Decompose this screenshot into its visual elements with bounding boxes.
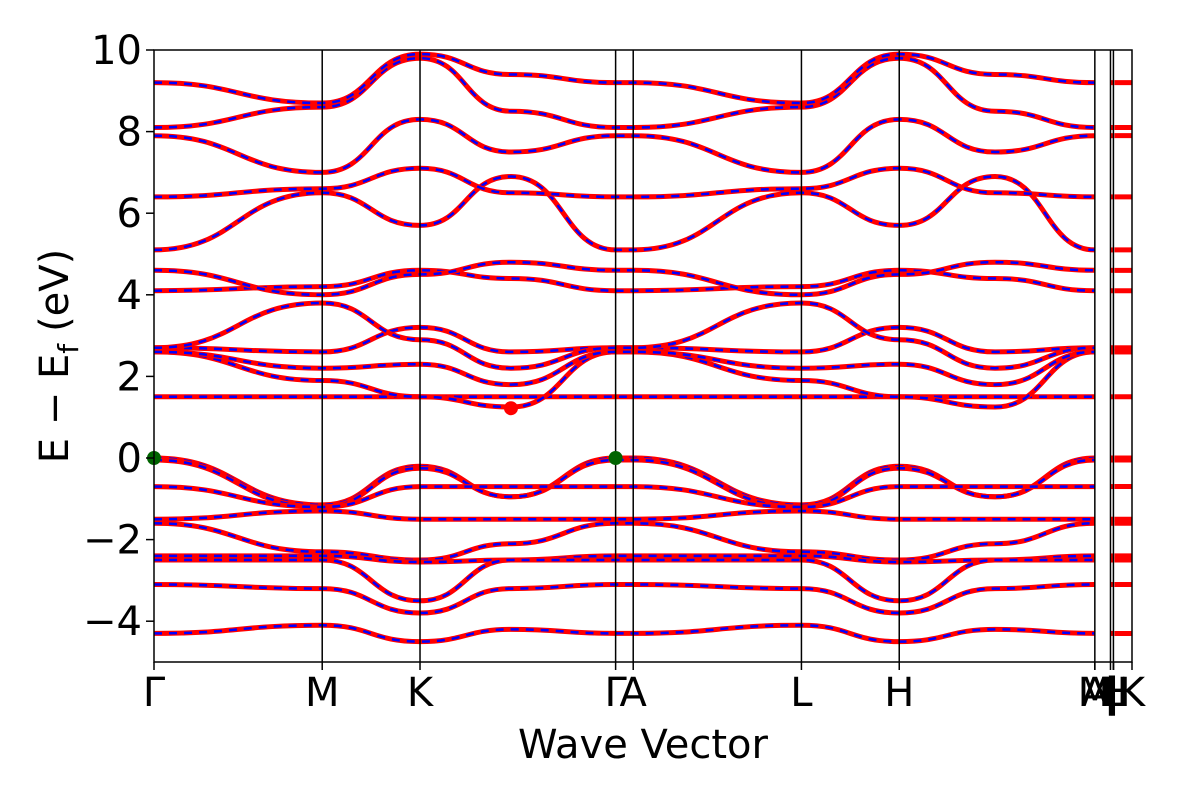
y-tick-label: 2 [117, 354, 142, 400]
x-tick-label: A [620, 670, 648, 716]
x-tick-label: M [1078, 670, 1113, 716]
band-line-red [154, 55, 1095, 130]
band-line-red [154, 455, 1095, 508]
x-tick-label: M [305, 670, 340, 716]
y-tick-label: −4 [83, 599, 142, 645]
kpoint-lines [321, 50, 1115, 662]
band-line-blue [154, 624, 1095, 643]
band-line-blue [154, 554, 1095, 564]
band-line-blue [154, 350, 1095, 386]
band-line-blue [154, 485, 1095, 509]
band-line-blue [154, 326, 1095, 354]
y-axis-label-main: E − E [32, 354, 78, 464]
band-line-blue [154, 269, 1095, 292]
y-tick-label: 10 [91, 28, 142, 74]
band-line-blue [154, 175, 1095, 252]
x-axis-label: Wave Vector [518, 722, 769, 768]
y-axis-label: E − Ef (eV) [32, 249, 85, 464]
y-axis-label-sub: f [52, 343, 85, 354]
band-line-blue [154, 458, 1095, 509]
x-tick-label: | [1107, 670, 1120, 716]
x-tick-label: A [1081, 670, 1109, 716]
x-axis-ticks: Γ M K ΓA L H AM|L|HK [143, 662, 1147, 716]
x-tick-label: K [407, 670, 435, 716]
band-line-red [154, 484, 1095, 510]
band-line-red [154, 557, 1095, 604]
band-line-blue [154, 456, 1095, 507]
band-line-red [154, 457, 1095, 510]
y-axis-ticks: −4 −2 0 2 4 6 8 10 [83, 28, 154, 645]
band-lines [154, 51, 1132, 645]
y-tick-label: 0 [117, 436, 142, 482]
band-line-blue [154, 522, 1095, 562]
y-tick-label: 8 [117, 110, 142, 156]
band-line-red [154, 51, 1095, 106]
x-tick-label: L [1102, 670, 1125, 716]
band-line-blue [154, 118, 1095, 174]
band-line-blue [154, 509, 1095, 521]
y-axis-label-unit: (eV) [32, 249, 78, 332]
band-line-blue [154, 167, 1095, 199]
y-tick-label: 4 [117, 273, 142, 319]
band-line-blue [154, 301, 1095, 370]
special-points [147, 401, 623, 465]
band-line-blue [154, 583, 1095, 615]
x-tick-label: Γ [143, 670, 166, 716]
x-tick-label: H [1098, 670, 1128, 716]
band-line-blue [154, 558, 1095, 603]
y-tick-label: −2 [83, 518, 142, 564]
plot-frame [153, 49, 1133, 663]
band-line-blue [154, 350, 1095, 409]
band-line-blue [154, 260, 1095, 297]
x-tick-label: Γ [604, 670, 627, 716]
band-line-red [154, 622, 1095, 645]
x-tick-label: | [1104, 670, 1117, 716]
x-tick-label: H [884, 670, 914, 716]
y-tick-label: 6 [117, 191, 142, 237]
vbm-marker [608, 451, 623, 465]
cbm-marker [503, 401, 518, 416]
x-tick-label: K [1119, 670, 1147, 716]
band-line-blue [154, 52, 1095, 105]
x-tick-label: L [790, 670, 813, 716]
